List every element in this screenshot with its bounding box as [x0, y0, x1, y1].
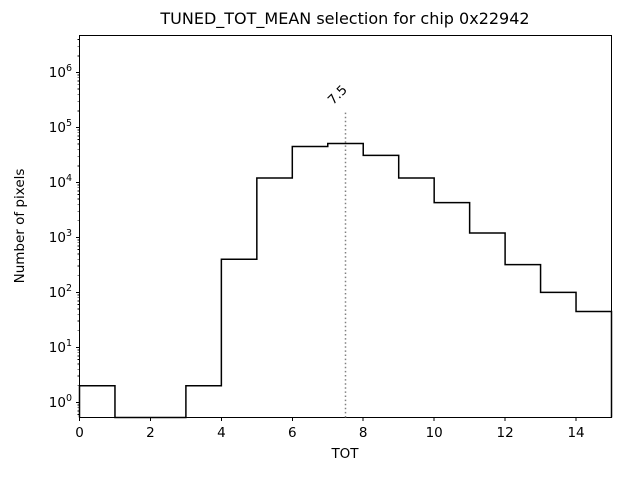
y-tick-label: 102: [49, 283, 72, 301]
y-tick-label: 100: [49, 393, 72, 411]
y-tick-label: 103: [49, 228, 72, 246]
x-tick-label: 12: [497, 425, 514, 441]
x-tick-label: 14: [567, 425, 584, 441]
x-tick-label: 6: [288, 425, 297, 441]
x-tick-label: 10: [426, 425, 443, 441]
x-tick-label: 8: [359, 425, 368, 441]
histogram-step-line: [78, 142, 613, 419]
x-tick-label: 0: [75, 425, 84, 441]
chart-title: TUNED_TOT_MEAN selection for chip 0x2294…: [160, 9, 530, 28]
x-tick-label: 4: [217, 425, 226, 441]
y-tick-label: 101: [49, 338, 72, 356]
threshold-label: 7.5: [325, 83, 350, 108]
x-axis-label: TOT: [331, 446, 359, 462]
x-tick-label: 2: [146, 425, 155, 441]
y-tick-label: 105: [49, 118, 72, 136]
y-tick-label: 106: [49, 63, 72, 81]
y-axis-label: Number of pixels: [12, 168, 28, 284]
y-tick-label: 104: [49, 173, 72, 191]
